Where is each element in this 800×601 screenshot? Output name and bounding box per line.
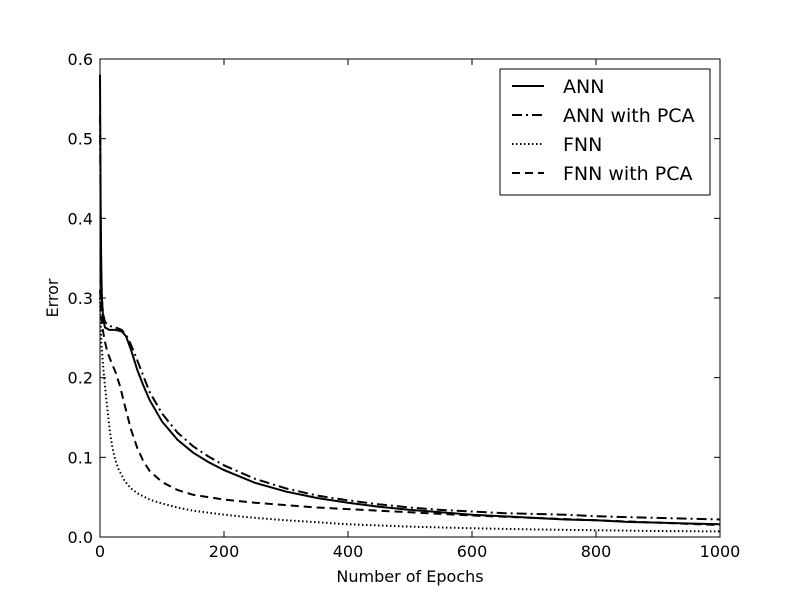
legend-label-1: ANN with PCA bbox=[563, 105, 695, 127]
x-tick-label: 200 bbox=[209, 542, 240, 561]
legend-label-0: ANN bbox=[563, 76, 604, 98]
legend-label-3: FNN with PCA bbox=[563, 163, 692, 185]
series-layer bbox=[99, 74, 721, 533]
y-tick-label: 0.3 bbox=[68, 289, 93, 308]
y-tick-label: 0.1 bbox=[68, 448, 93, 467]
ticks-layer: 0 200 400 600 800 1000 0.0 0.1 0.2 0.3 0.4 0.5 0.6 bbox=[68, 50, 741, 561]
y-tick-label: 0.6 bbox=[68, 50, 93, 69]
y-tick-label: 0.2 bbox=[68, 369, 93, 388]
x-tick-label: 800 bbox=[581, 542, 612, 561]
x-tick-label: 600 bbox=[457, 542, 488, 561]
x-axis-label: Number of Epochs bbox=[336, 567, 483, 586]
x-tick-label: 0 bbox=[95, 542, 105, 561]
y-tick-label: 0.4 bbox=[68, 209, 93, 228]
x-tick-label: 400 bbox=[333, 542, 364, 561]
x-tick-label: 1000 bbox=[700, 542, 741, 561]
y-tick-label: 0.0 bbox=[68, 528, 93, 547]
series-line-3 bbox=[99, 289, 721, 527]
legend-label-2: FNN bbox=[563, 134, 602, 156]
series-line-2 bbox=[99, 297, 721, 533]
legend: ANN ANN with PCA FNN FNN with PCA bbox=[499, 68, 711, 196]
y-axis-label: Error bbox=[43, 278, 62, 317]
y-tick-label: 0.5 bbox=[68, 130, 93, 149]
legend-box bbox=[499, 68, 711, 196]
